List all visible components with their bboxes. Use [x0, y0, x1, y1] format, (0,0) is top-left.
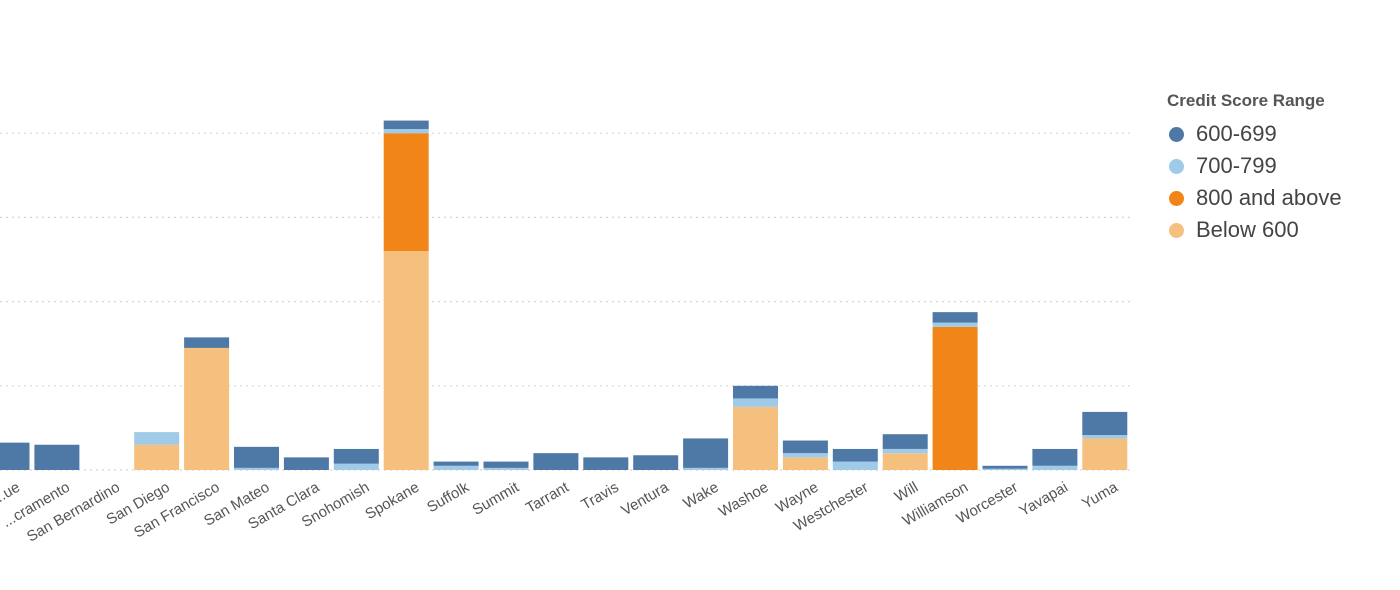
- bar-segment[interactable]: [832, 461, 878, 470]
- bar-segment[interactable]: [932, 312, 978, 323]
- legend-swatch-800-and-above: [1169, 190, 1184, 206]
- bar-segment[interactable]: [733, 398, 778, 407]
- bar-segment[interactable]: [1032, 465, 1078, 470]
- bar-segment[interactable]: [1082, 411, 1128, 436]
- legend-item-800-and-above[interactable]: 800 and above: [1167, 182, 1342, 214]
- bar-segment[interactable]: [982, 465, 1028, 469]
- bar-segment[interactable]: [932, 322, 978, 327]
- x-tick-label: Spokane: [362, 479, 422, 523]
- bar-segment[interactable]: [34, 444, 80, 470]
- legend-swatch-below-600: [1169, 222, 1184, 238]
- bar-segment[interactable]: [733, 385, 778, 399]
- bar-segment[interactable]: [383, 133, 429, 252]
- bar-segment[interactable]: [433, 465, 479, 470]
- bar-segment[interactable]: [782, 457, 828, 470]
- x-tick-label: Summit: [469, 478, 522, 519]
- bar-segment[interactable]: [633, 455, 679, 470]
- x-tick-label: Washoe: [716, 479, 772, 521]
- legend-swatch-600-699: [1169, 126, 1184, 142]
- legend-item-below-600[interactable]: Below 600: [1167, 214, 1342, 246]
- bar-segment[interactable]: [483, 461, 529, 468]
- legend-label: 700-799: [1196, 153, 1277, 178]
- bar-segment[interactable]: [184, 347, 230, 470]
- bar-segment[interactable]: [283, 457, 329, 470]
- bar-segment[interactable]: [134, 432, 180, 445]
- legend-title: Credit Score Range: [1167, 91, 1325, 110]
- bar-segment[interactable]: [932, 326, 978, 470]
- bar-segment[interactable]: [683, 467, 729, 470]
- legend-swatch-700-799: [1169, 158, 1184, 174]
- legend-label: Below 600: [1196, 217, 1299, 242]
- legend-label: 600-699: [1196, 121, 1277, 146]
- bar-segment[interactable]: [333, 463, 379, 470]
- x-tick-label: Tarrant: [523, 478, 573, 516]
- bar-segment[interactable]: [234, 446, 279, 468]
- bar-segment[interactable]: [383, 128, 429, 134]
- x-tick-label: Will: [892, 479, 921, 506]
- x-tick-label: Yavapai: [1016, 479, 1070, 520]
- bar-segment[interactable]: [832, 448, 878, 462]
- bar-segment[interactable]: [234, 467, 279, 470]
- bar-segment[interactable]: [333, 448, 379, 464]
- bar-segment[interactable]: [583, 457, 629, 470]
- legend-label: 800 and above: [1196, 185, 1342, 210]
- x-tick-label: Suffolk: [424, 478, 472, 516]
- x-tick-label: Travis: [578, 479, 621, 514]
- bar-segment[interactable]: [882, 434, 928, 449]
- bar-segment[interactable]: [483, 467, 529, 470]
- bars: [0, 120, 1128, 470]
- bar-segment[interactable]: [733, 406, 778, 470]
- x-tick-label: Wake: [680, 479, 721, 513]
- bar-segment[interactable]: [1032, 448, 1078, 466]
- bar-segment[interactable]: [0, 442, 30, 470]
- bar-segment[interactable]: [1082, 435, 1128, 439]
- bar-segment[interactable]: [533, 453, 579, 470]
- x-tick-label: Yuma: [1079, 478, 1121, 512]
- bar-segment[interactable]: [184, 337, 230, 348]
- bar-segment[interactable]: [383, 251, 429, 470]
- bar-segment[interactable]: [433, 461, 479, 466]
- bar-segment[interactable]: [1082, 438, 1128, 470]
- bar-segment[interactable]: [383, 120, 429, 129]
- bar-segment[interactable]: [782, 440, 828, 454]
- bar-segment[interactable]: [982, 468, 1028, 470]
- legend-item-700-799[interactable]: 700-799: [1167, 150, 1342, 182]
- legend-item-600-699[interactable]: 600-699: [1167, 118, 1342, 150]
- bar-segment[interactable]: [882, 448, 928, 454]
- bar-segment[interactable]: [882, 453, 928, 470]
- bar-segment[interactable]: [134, 444, 180, 470]
- x-tick-label: Ventura: [618, 478, 672, 519]
- bar-segment[interactable]: [683, 438, 729, 468]
- legend: Credit Score Range 600-699 700-799 800 a…: [1167, 91, 1342, 246]
- bar-segment[interactable]: [782, 453, 828, 458]
